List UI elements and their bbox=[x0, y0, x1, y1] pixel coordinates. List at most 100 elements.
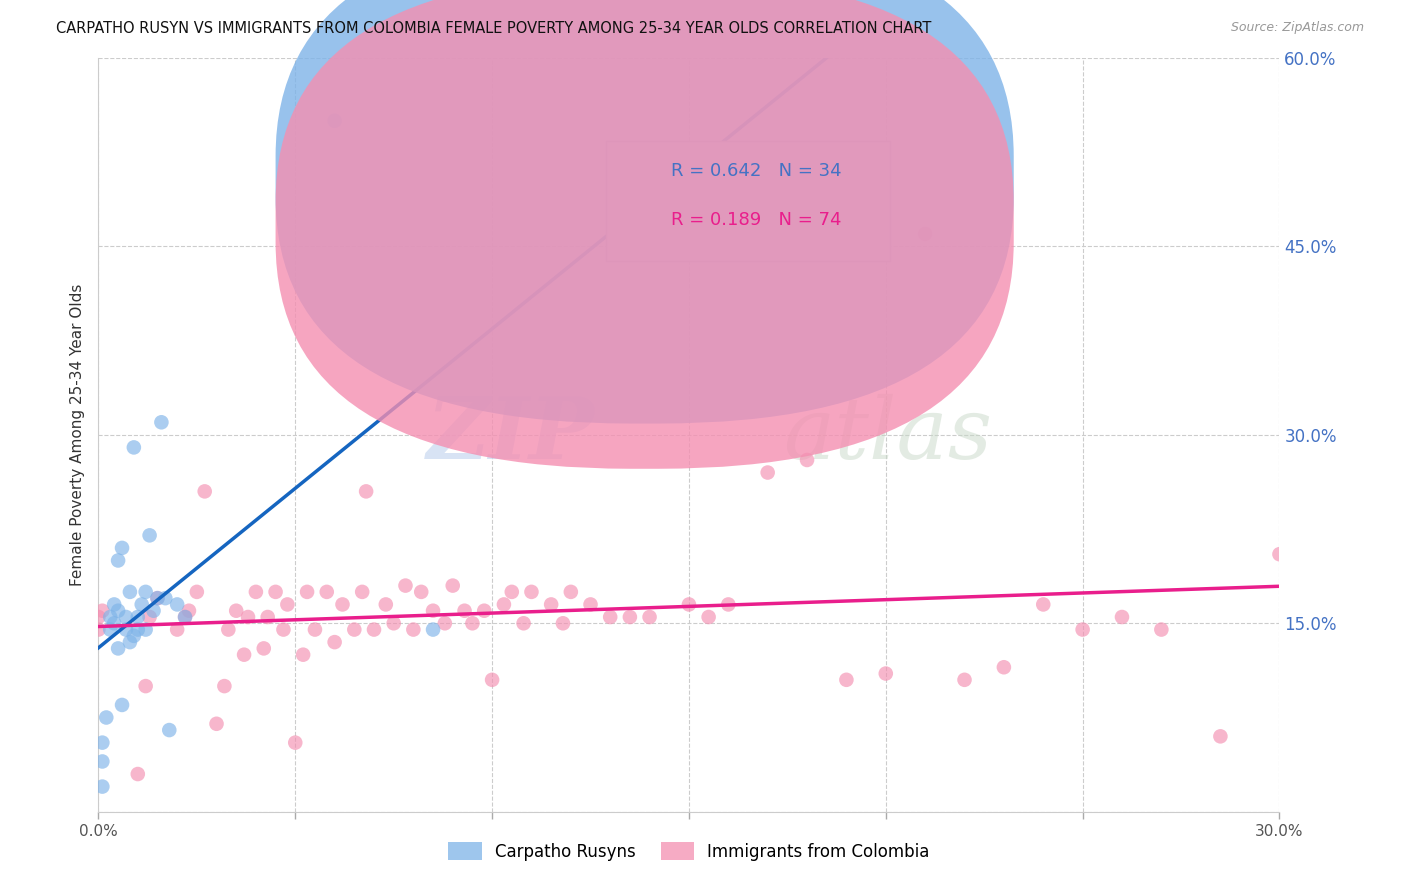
Immigrants from Colombia bbox=[146, 591, 169, 606]
Carpatho Rusyns bbox=[422, 623, 444, 637]
Carpatho Rusyns bbox=[146, 591, 169, 606]
Immigrants from Colombia bbox=[619, 610, 641, 624]
Immigrants from Colombia bbox=[186, 585, 208, 599]
Immigrants from Colombia bbox=[91, 604, 114, 618]
Immigrants from Colombia bbox=[135, 679, 157, 693]
Immigrants from Colombia bbox=[323, 635, 346, 649]
Immigrants from Colombia bbox=[382, 616, 405, 631]
Immigrants from Colombia bbox=[1111, 610, 1133, 624]
Immigrants from Colombia bbox=[560, 585, 582, 599]
Immigrants from Colombia bbox=[292, 648, 315, 662]
Immigrants from Colombia bbox=[835, 673, 858, 687]
Immigrants from Colombia bbox=[264, 585, 287, 599]
Immigrants from Colombia bbox=[1032, 598, 1054, 612]
Immigrants from Colombia bbox=[166, 623, 188, 637]
Immigrants from Colombia bbox=[233, 648, 256, 662]
Immigrants from Colombia bbox=[1209, 730, 1232, 744]
Immigrants from Colombia bbox=[138, 610, 160, 624]
Carpatho Rusyns bbox=[98, 610, 121, 624]
Carpatho Rusyns bbox=[91, 780, 114, 794]
Text: R = 0.189   N = 74: R = 0.189 N = 74 bbox=[671, 211, 842, 229]
Immigrants from Colombia bbox=[433, 616, 456, 631]
Immigrants from Colombia bbox=[205, 716, 228, 731]
Immigrants from Colombia bbox=[304, 623, 326, 637]
Carpatho Rusyns bbox=[91, 755, 114, 769]
Carpatho Rusyns bbox=[122, 629, 145, 643]
Immigrants from Colombia bbox=[256, 610, 278, 624]
Immigrants from Colombia bbox=[453, 604, 475, 618]
Immigrants from Colombia bbox=[315, 585, 337, 599]
Immigrants from Colombia bbox=[245, 585, 267, 599]
Carpatho Rusyns bbox=[107, 641, 129, 656]
Carpatho Rusyns bbox=[111, 698, 134, 712]
Immigrants from Colombia bbox=[225, 604, 247, 618]
Immigrants from Colombia bbox=[374, 598, 396, 612]
Carpatho Rusyns bbox=[135, 585, 157, 599]
Text: Source: ZipAtlas.com: Source: ZipAtlas.com bbox=[1230, 21, 1364, 34]
Text: CARPATHO RUSYN VS IMMIGRANTS FROM COLOMBIA FEMALE POVERTY AMONG 25-34 YEAR OLDS : CARPATHO RUSYN VS IMMIGRANTS FROM COLOMB… bbox=[56, 21, 932, 36]
Immigrants from Colombia bbox=[717, 598, 740, 612]
Immigrants from Colombia bbox=[284, 736, 307, 750]
Immigrants from Colombia bbox=[638, 610, 661, 624]
Immigrants from Colombia bbox=[174, 610, 197, 624]
Immigrants from Colombia bbox=[194, 484, 217, 499]
Carpatho Rusyns bbox=[174, 610, 197, 624]
Carpatho Rusyns bbox=[115, 623, 138, 637]
Immigrants from Colombia bbox=[1268, 547, 1291, 561]
Immigrants from Colombia bbox=[796, 453, 818, 467]
Immigrants from Colombia bbox=[441, 578, 464, 592]
Carpatho Rusyns bbox=[150, 415, 173, 429]
Text: ZIP: ZIP bbox=[426, 393, 595, 476]
FancyBboxPatch shape bbox=[276, 0, 1014, 424]
Carpatho Rusyns bbox=[103, 616, 125, 631]
Text: atlas: atlas bbox=[783, 393, 993, 476]
Immigrants from Colombia bbox=[177, 604, 200, 618]
Immigrants from Colombia bbox=[1071, 623, 1094, 637]
Immigrants from Colombia bbox=[875, 666, 897, 681]
Immigrants from Colombia bbox=[501, 585, 523, 599]
Immigrants from Colombia bbox=[520, 585, 543, 599]
Carpatho Rusyns bbox=[122, 441, 145, 455]
Immigrants from Colombia bbox=[914, 227, 936, 241]
Carpatho Rusyns bbox=[127, 610, 149, 624]
Immigrants from Colombia bbox=[127, 767, 149, 781]
Immigrants from Colombia bbox=[492, 598, 515, 612]
Immigrants from Colombia bbox=[295, 585, 318, 599]
Carpatho Rusyns bbox=[118, 635, 141, 649]
Immigrants from Colombia bbox=[273, 623, 295, 637]
FancyBboxPatch shape bbox=[276, 0, 1014, 469]
Immigrants from Colombia bbox=[540, 598, 562, 612]
Immigrants from Colombia bbox=[1150, 623, 1173, 637]
Immigrants from Colombia bbox=[276, 598, 298, 612]
Carpatho Rusyns bbox=[96, 710, 118, 724]
Immigrants from Colombia bbox=[599, 610, 621, 624]
Immigrants from Colombia bbox=[363, 623, 385, 637]
Immigrants from Colombia bbox=[236, 610, 259, 624]
Immigrants from Colombia bbox=[697, 610, 720, 624]
Carpatho Rusyns bbox=[166, 598, 188, 612]
Carpatho Rusyns bbox=[115, 610, 138, 624]
Carpatho Rusyns bbox=[98, 623, 121, 637]
Immigrants from Colombia bbox=[472, 604, 495, 618]
Carpatho Rusyns bbox=[323, 113, 346, 128]
Immigrants from Colombia bbox=[411, 585, 433, 599]
Carpatho Rusyns bbox=[91, 736, 114, 750]
Immigrants from Colombia bbox=[481, 673, 503, 687]
Immigrants from Colombia bbox=[579, 598, 602, 612]
Immigrants from Colombia bbox=[678, 598, 700, 612]
Immigrants from Colombia bbox=[343, 623, 366, 637]
Carpatho Rusyns bbox=[127, 623, 149, 637]
Carpatho Rusyns bbox=[111, 541, 134, 555]
Immigrants from Colombia bbox=[394, 578, 416, 592]
Immigrants from Colombia bbox=[512, 616, 534, 631]
Immigrants from Colombia bbox=[402, 623, 425, 637]
Immigrants from Colombia bbox=[352, 585, 374, 599]
Immigrants from Colombia bbox=[756, 466, 779, 480]
FancyBboxPatch shape bbox=[606, 141, 890, 261]
Carpatho Rusyns bbox=[157, 723, 180, 737]
Carpatho Rusyns bbox=[155, 591, 177, 606]
Carpatho Rusyns bbox=[103, 598, 125, 612]
Immigrants from Colombia bbox=[551, 616, 574, 631]
Immigrants from Colombia bbox=[217, 623, 239, 637]
Y-axis label: Female Poverty Among 25-34 Year Olds: Female Poverty Among 25-34 Year Olds bbox=[70, 284, 86, 586]
